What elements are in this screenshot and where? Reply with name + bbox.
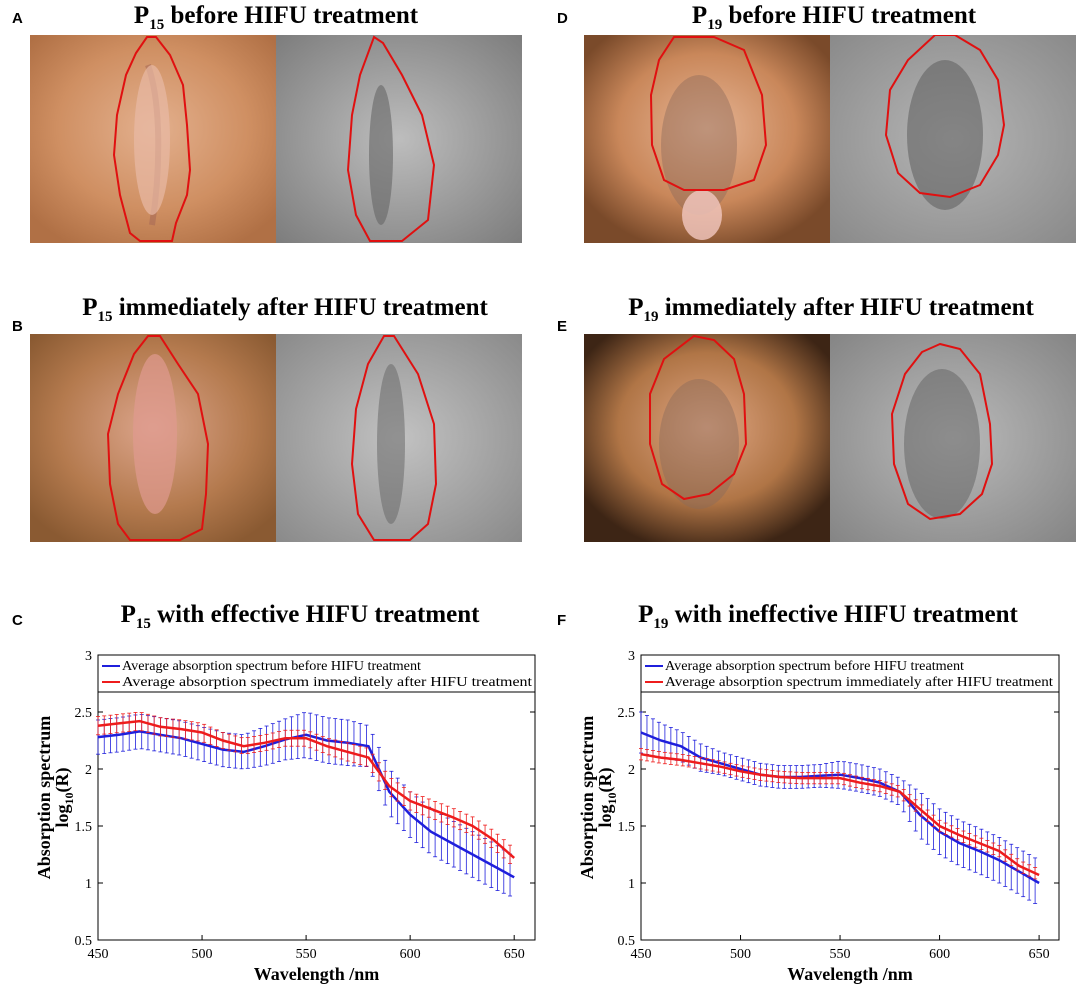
panel-e-title-prefix: P	[628, 294, 644, 321]
chart-c-x-tick-label: 600	[400, 947, 421, 962]
chart-f-x-tick-label: 600	[929, 947, 950, 962]
chart-c-x-tick-label: 500	[192, 947, 213, 962]
chart-c-y-label-line2: log10(R)	[52, 767, 76, 827]
chart-f-legend: Average absorption spectrum before HIFU …	[640, 654, 1060, 693]
panel-letter-e: E	[557, 318, 568, 335]
panel-b-title-text: immediately after HIFU treatment	[112, 294, 488, 321]
chart-c-y-tick-label: 2.5	[75, 706, 93, 721]
chart-c-y-tick-label: 1.5	[75, 820, 93, 835]
chart-c-line-after	[97, 719, 516, 859]
panel-b-title-subscript: 15	[97, 309, 113, 325]
chart-c-legend-label: Average absorption spectrum before HIFU …	[122, 659, 421, 674]
panel-letter-d: D	[557, 10, 568, 27]
chart-f-x-tick-label: 500	[730, 947, 751, 962]
panel-letter-f: F	[557, 612, 567, 629]
chart-c-x-tick-label: 650	[504, 947, 525, 962]
chart-f-y-tick-label: 1.5	[618, 820, 636, 835]
panel-f-title-subscript: 19	[653, 616, 669, 632]
panel-f-title: P19 with ineffective HIFU treatment	[588, 601, 1068, 633]
panel-d-gray-photo	[830, 35, 1076, 243]
panel-letter-b: B	[12, 318, 23, 335]
chart-c: 450 500 550 600 650 0.5 1 1.5 2 2.5 3 Average absor…	[34, 649, 536, 984]
panel-f-title-prefix: P	[638, 601, 654, 628]
panel-f-title-text: with ineffective HIFU treatment	[668, 601, 1018, 628]
chart-c-y-tick-label: 0.5	[75, 934, 93, 949]
panel-e-title: P19 immediately after HIFU treatment	[578, 294, 1084, 326]
chart-f-y-tick-label: 1	[628, 877, 635, 892]
chart-f-line-before	[640, 731, 1040, 885]
panel-a-gray-photo	[276, 35, 522, 243]
chart-f-line-after	[640, 752, 1040, 877]
chart-f-legend-label: Average absorption spectrum before HIFU …	[665, 659, 964, 674]
panel-b-title-prefix: P	[82, 294, 98, 321]
panel-e-title-subscript: 19	[643, 309, 659, 325]
chart-f-y-label-line1: Absorption spectrum	[577, 716, 597, 880]
panel-e-gray-photo	[830, 334, 1076, 542]
panel-e-title-text: immediately after HIFU treatment	[658, 294, 1034, 321]
chart-f-x-tick-label: 450	[631, 947, 652, 962]
chart-f-y-tick-label: 3	[628, 649, 635, 664]
panel-a-title: P15 before HIFU treatment	[30, 2, 522, 34]
chart-f-x-tick-label: 550	[830, 947, 851, 962]
chart-f-y-label-line2: log10(R)	[595, 767, 619, 827]
chart-f-legend-box	[640, 654, 1060, 693]
panel-e-color-photo	[584, 334, 830, 542]
chart-f-series-after	[639, 748, 1040, 880]
panel-d-title: P19 before HIFU treatment	[584, 2, 1084, 34]
panel-c-title-prefix: P	[120, 601, 136, 628]
panel-a-title-prefix: P	[133, 2, 150, 29]
chart-f-x-label: Wavelength /nm	[787, 964, 913, 984]
chart-f-legend-label: Average absorption spectrum immediately …	[665, 675, 1053, 690]
panel-c-title-text: with effective HIFU treatment	[150, 601, 480, 628]
chart-f-axes-frame	[640, 654, 1060, 941]
chart-f-y-tick-label: 2.5	[618, 706, 636, 721]
panel-letter-c: C	[12, 612, 23, 629]
chart-c-x-label: Wavelength /nm	[254, 964, 380, 984]
chart-c-y-tick-label: 1	[85, 877, 92, 892]
chart-c-axes-frame	[97, 654, 536, 941]
chart-c-x-tick-label: 450	[88, 947, 109, 962]
chart-f: 450 500 550 600 650 0.5 1 1.5 2 2.5 3 Average absor…	[577, 649, 1060, 984]
chart-c-series-after	[96, 712, 516, 864]
chart-c-legend-box	[97, 654, 536, 693]
chart-f-y-tick-label: 2	[628, 763, 635, 778]
panel-d-title-prefix: P	[691, 2, 708, 29]
panel-letter-a: A	[12, 10, 23, 27]
panel-a-title-subscript: 15	[149, 17, 165, 33]
chart-f-x-tick-label: 650	[1029, 947, 1050, 962]
panel-b-color-photo	[30, 334, 276, 542]
panel-c-title: P15 with effective HIFU treatment	[50, 601, 550, 633]
chart-c-legend: Average absorption spectrum before HIFU …	[97, 654, 536, 693]
panel-b-gray-photo	[276, 334, 522, 542]
chart-c-y-label-line1: Absorption spectrum	[34, 716, 54, 880]
panel-c-title-subscript: 15	[135, 616, 151, 632]
chart-c-y-tick-label: 3	[85, 649, 92, 664]
panel-d-color-photo	[584, 35, 830, 243]
panel-d-title-subscript: 19	[707, 17, 723, 33]
chart-c-legend-label: Average absorption spectrum immediately …	[122, 675, 532, 690]
panel-d-title-text: before HIFU treatment	[722, 2, 977, 29]
panel-b-title: P15 immediately after HIFU treatment	[30, 294, 540, 326]
chart-c-x-tick-label: 550	[296, 947, 317, 962]
chart-c-y-tick-label: 2	[85, 763, 92, 778]
panel-a-color-photo	[30, 35, 276, 243]
chart-f-y-tick-label: 0.5	[618, 934, 636, 949]
panel-a-title-text: before HIFU treatment	[164, 2, 419, 29]
